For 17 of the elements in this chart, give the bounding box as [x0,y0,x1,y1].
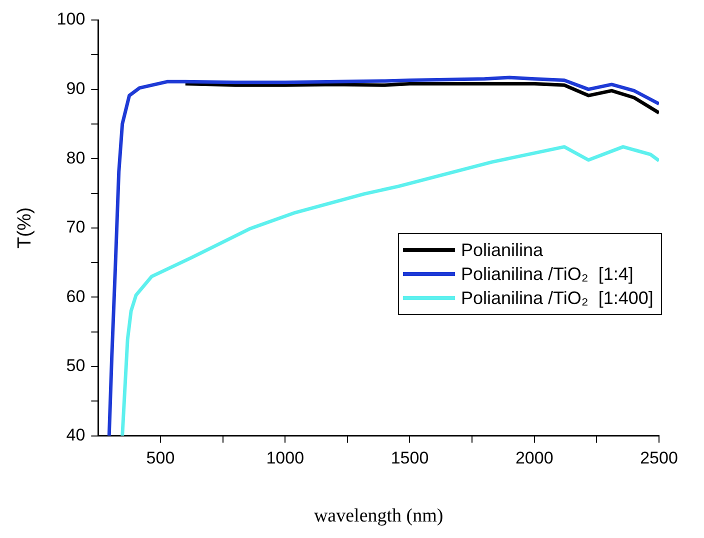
x-tick-label: 1500 [390,448,429,468]
x-tick-label: 500 [146,448,175,468]
x-axis-title: wavelength (nm) [314,506,444,527]
legend-label: Polianilina /TiO₂ [1:400] [461,288,654,308]
y-tick-label: 80 [66,148,86,168]
y-tick-label: 70 [66,218,86,237]
y-tick-label: 50 [66,356,86,376]
x-tick-label: 2000 [515,448,554,468]
legend-label: Polianilina [461,240,544,260]
y-tick-label: 60 [66,286,86,306]
y-axis-title: T(%) [14,207,36,248]
x-tick-label: 2500 [640,448,678,468]
y-tick-label: 40 [66,425,86,444]
y-tick-label: 100 [56,10,86,29]
legend-label: Polianilina /TiO₂ [1:4] [461,264,634,284]
x-tick-label: 1000 [266,448,304,468]
y-tick-label: 90 [66,78,86,98]
